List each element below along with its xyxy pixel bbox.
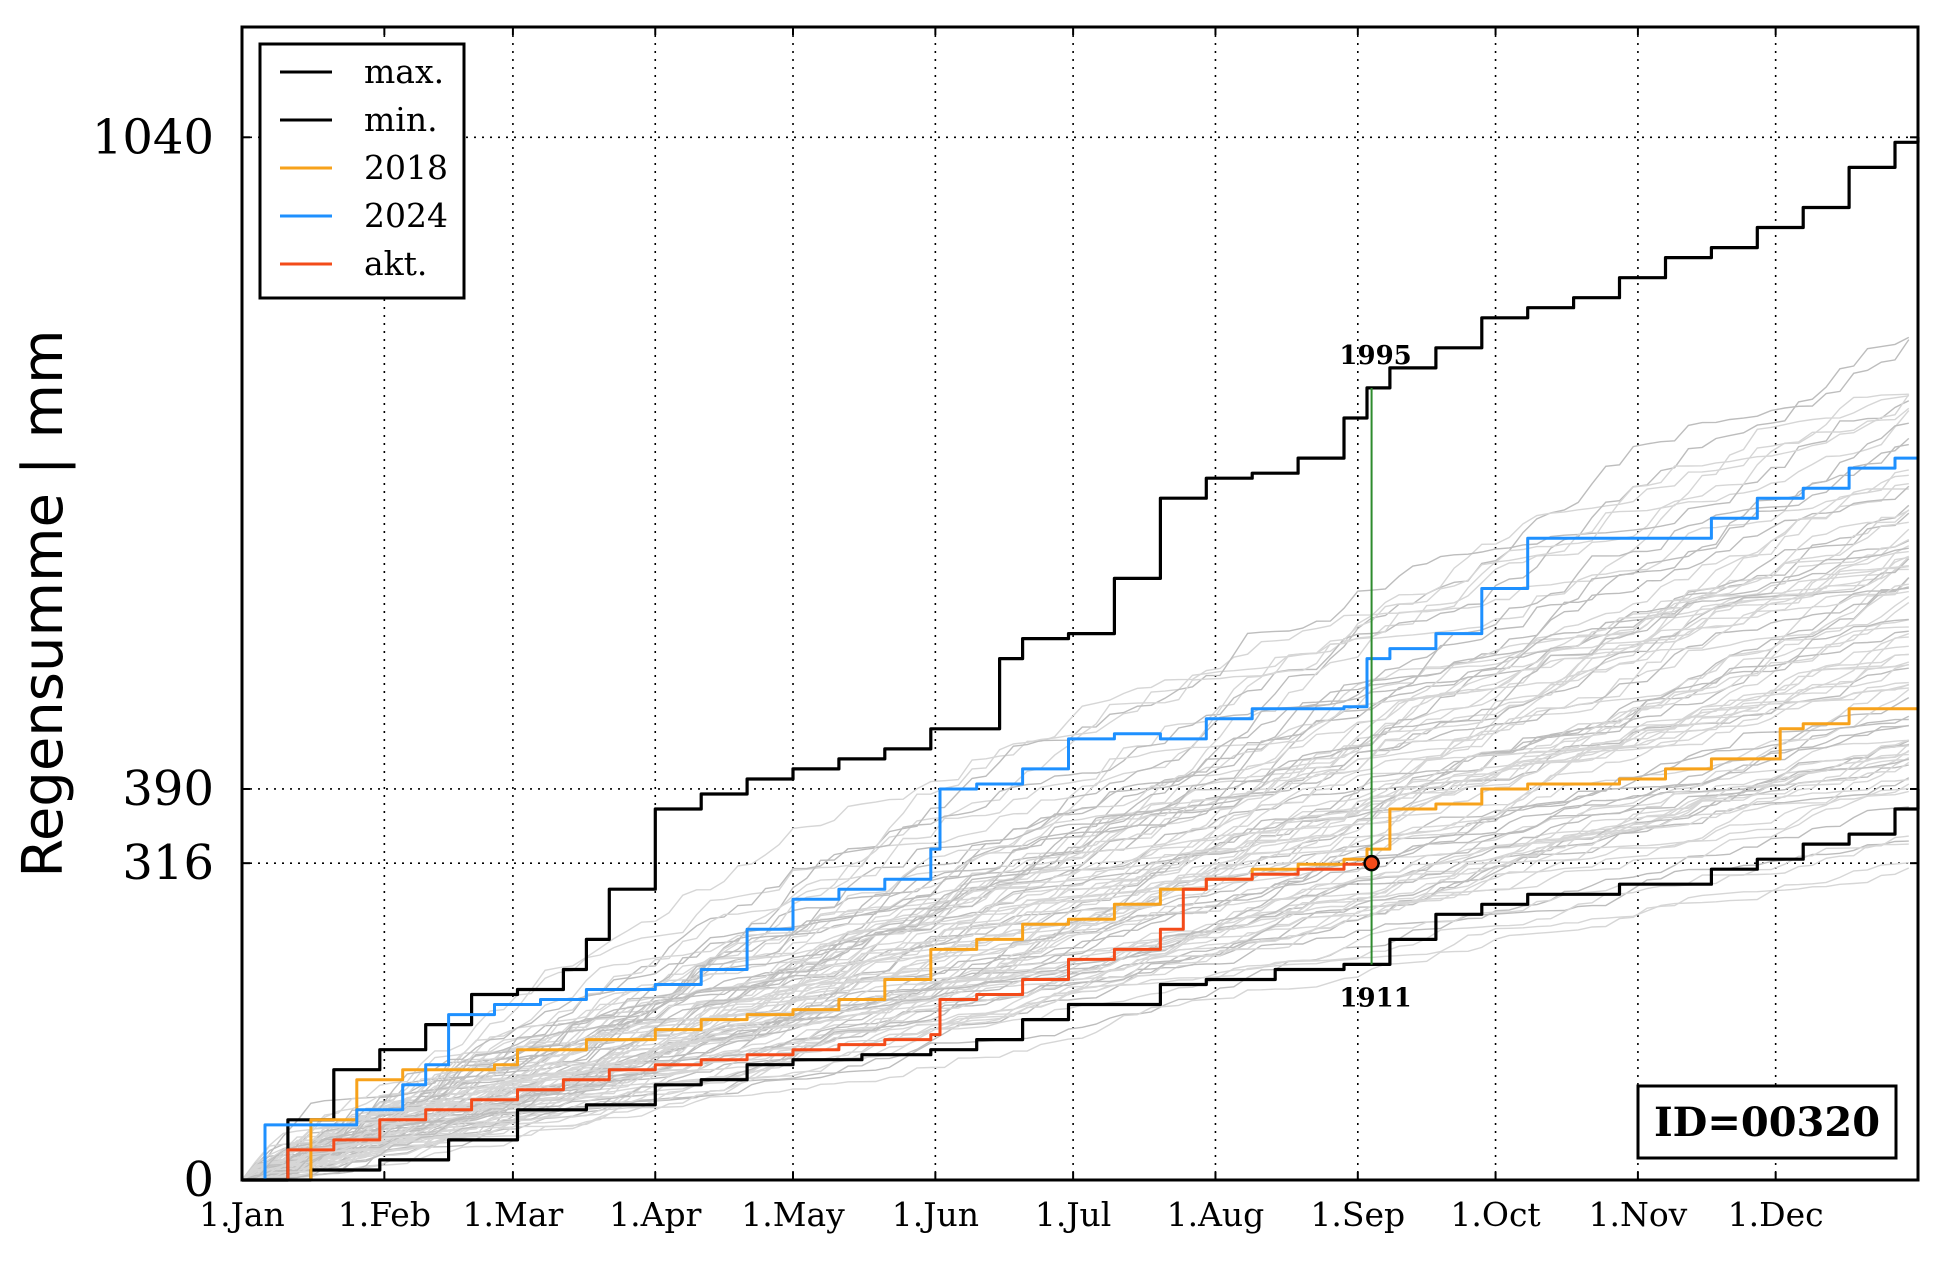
- legend-label: min.: [364, 100, 438, 139]
- x-tick-label: 1.Nov: [1588, 1195, 1687, 1234]
- background-year-line: [241, 538, 1910, 1181]
- background-year-line: [241, 683, 1910, 1181]
- series-line-min: [242, 789, 1920, 1182]
- x-axis-ticks: 1.Jan 1.Feb 1.Mar 1.Apr 1.May 1.Jun 1.Jul 1.Aug…: [199, 27, 1824, 1234]
- max-year-label: 1995: [1339, 341, 1411, 371]
- background-year-line: [241, 653, 1909, 1181]
- y-tick-label: 316: [122, 835, 214, 891]
- background-year-line: [242, 558, 1910, 1181]
- id-box-frame: [1636, 1084, 1898, 1160]
- background-year-line: [241, 509, 1910, 1181]
- background-year-line: [241, 339, 1910, 1181]
- legend-label: akt.: [364, 244, 427, 283]
- series-line-2018: [242, 643, 1920, 1182]
- x-tick-label: 1.Jan: [199, 1195, 285, 1234]
- grid-layer: [242, 27, 1918, 1180]
- background-year-line: [241, 753, 1909, 1181]
- background-year-line: [241, 787, 1909, 1181]
- y-tick-label: 1040: [92, 109, 214, 165]
- x-tick-label: 1.Dec: [1728, 1195, 1824, 1234]
- marker-layer: [1363, 387, 1380, 965]
- background-year-line: [241, 595, 1910, 1181]
- series-line-max: [242, 137, 1920, 1182]
- min-year-label: 1911: [1339, 983, 1411, 1013]
- background-year-line: [241, 400, 1910, 1181]
- x-tick-label: 1.Apr: [609, 1195, 701, 1234]
- legend-label: 2018: [364, 148, 448, 187]
- y-axis-label: Regensumme | mm: [11, 329, 76, 877]
- background-year-line: [241, 547, 1909, 1181]
- legend: max. min. 2018 2024 akt.: [258, 42, 466, 300]
- background-year-line: [241, 556, 1909, 1181]
- id-box: ID=00320: [1636, 1084, 1898, 1160]
- background-year-lines: [241, 336, 1910, 1181]
- background-year-line: [241, 469, 1909, 1181]
- y-tick-label: 390: [122, 761, 214, 817]
- background-year-line: [241, 688, 1910, 1181]
- y-tick-label: 0: [183, 1152, 214, 1208]
- y-axis-ticks: 0 316 390 1040: [92, 109, 1918, 1208]
- background-year-line: [241, 437, 1910, 1181]
- background-year-line: [241, 601, 1910, 1181]
- background-year-line: [241, 867, 1910, 1181]
- background-year-line: [241, 663, 1909, 1181]
- current-value-marker: [1363, 854, 1380, 872]
- background-year-line: [241, 777, 1910, 1181]
- x-tick-label: 1.May: [741, 1195, 845, 1234]
- background-year-line: [241, 521, 1909, 1181]
- legend-label: max.: [364, 52, 444, 91]
- background-year-line: [241, 512, 1910, 1181]
- x-tick-label: 1.Jul: [1035, 1195, 1112, 1234]
- background-year-line: [241, 443, 1909, 1181]
- id-label: ID=00320: [1654, 1099, 1880, 1146]
- x-tick-label: 1.Oct: [1450, 1195, 1540, 1234]
- x-tick-label: 1.Sep: [1310, 1195, 1405, 1234]
- background-year-line: [241, 504, 1910, 1181]
- series-line-akt: [242, 862, 1374, 1182]
- background-year-line: [241, 739, 1910, 1181]
- annotation-layer: 1995 1911: [1339, 341, 1411, 1014]
- x-tick-label: 1.Jun: [892, 1195, 979, 1234]
- background-year-line: [241, 626, 1909, 1181]
- legend-box: [258, 42, 466, 300]
- plot-frame: [240, 25, 1920, 1182]
- background-year-line: [241, 565, 1909, 1181]
- background-year-line: [241, 565, 1909, 1181]
- x-tick-label: 1.Aug: [1167, 1195, 1265, 1234]
- series-line-2024: [242, 456, 1918, 1182]
- background-year-line: [241, 577, 1910, 1181]
- legend-label: 2024: [364, 196, 448, 235]
- background-year-line: [241, 740, 1910, 1181]
- background-year-line: [241, 862, 1909, 1181]
- x-tick-label: 1.Mar: [463, 1195, 564, 1234]
- x-tick-label: 1.Feb: [338, 1195, 431, 1234]
- series-layer: [242, 137, 1920, 1182]
- background-year-line: [241, 843, 1909, 1181]
- background-year-line: [241, 756, 1910, 1181]
